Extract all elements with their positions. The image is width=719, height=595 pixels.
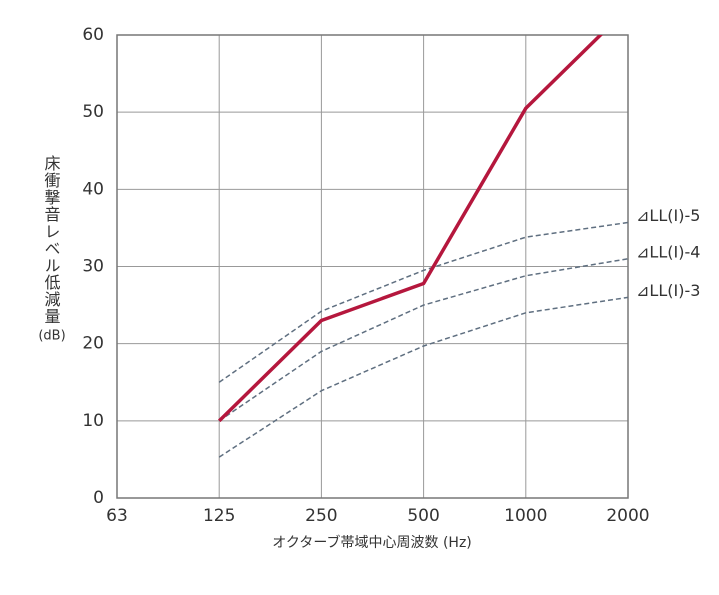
y-axis-unit: (dB): [38, 329, 65, 344]
legend-label: ⊿LL(I)-3: [636, 281, 700, 300]
plot-frame: [116, 34, 629, 499]
y-tick-label: 10: [82, 411, 104, 431]
y-tick-label: 60: [82, 25, 104, 45]
x-tick-label: 250: [305, 506, 337, 526]
reference-line: [218, 258, 628, 422]
x-axis-label: オクターブ帯域中心周波数 (Hz): [272, 534, 472, 551]
x-tick-label: 500: [407, 506, 439, 526]
reference-line: [218, 296, 628, 458]
y-tick-label: 40: [82, 179, 104, 199]
x-tick-label: 1000: [504, 506, 547, 526]
y-tick-label: 0: [93, 488, 104, 508]
x-tick-label: 2000: [606, 506, 649, 526]
y-tick-label: 50: [82, 102, 104, 122]
legend-label: ⊿LL(I)-4: [636, 242, 700, 261]
x-tick-label: 125: [203, 506, 235, 526]
x-tick-label: 63: [106, 506, 128, 526]
reference-line: [218, 221, 628, 383]
y-tick-label: 20: [82, 334, 104, 354]
y-tick-label: 30: [82, 257, 104, 277]
legend-label: ⊿LL(I)-5: [636, 206, 700, 225]
y-axis-label: 床衝撃音レベル低減量: [42, 155, 61, 325]
data-line: [217, 35, 603, 423]
